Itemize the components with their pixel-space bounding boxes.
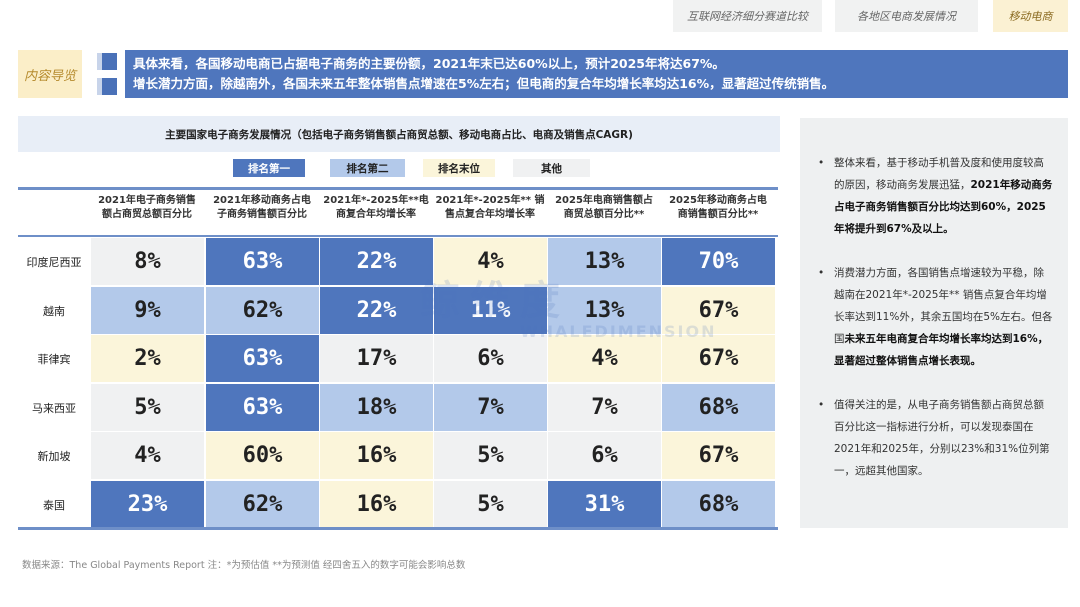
column-header: 2021年*-2025年** 销售点复合年均增长率 [433,194,547,222]
summary-line: 具体来看，各国移动电商已占据电子商务的主要份额，2021年末已达60%以上，预计… [133,56,725,71]
insights-panel: 整体来看，基于移动手机普及度和使用度较高的原因，移动商务发展迅猛，2021年移动… [800,118,1068,528]
table-cell: 6% [548,432,661,479]
legend-last: 排名末位 [423,159,495,177]
table-title: 主要国家电子商务发展情况（包括电子商务销售额占商贸总额、移动电商占比、电商及销售… [18,116,780,152]
table-cell: 23% [91,480,204,528]
table-cell: 7% [548,383,661,431]
table-cell: 68% [662,480,775,528]
table-cell: 4% [548,335,661,382]
column-header-line: 额占商贸总额百分比 [102,209,192,220]
table-cell: 11% [434,286,547,334]
table-top-rule [18,187,778,190]
table-cell: 5% [434,432,547,479]
table-cell: 63% [206,335,319,382]
table-cell: 68% [662,383,775,431]
table-cell: 17% [320,335,433,382]
table-cell: 22% [320,238,433,285]
column-header: 2021年移动商务占电 子商务销售额百分比 [205,194,319,222]
tab-internet-economy[interactable]: 互联网经济细分赛道比较 [673,0,822,32]
table-cell: 13% [548,238,661,285]
column-header-line: 子商务销售额百分比 [217,209,307,220]
table-cell: 62% [206,286,319,334]
insight-item: 消费潜力方面，各国销售点增速较为平稳，除越南在2021年*-2025年** 销售… [818,262,1054,372]
table-cell: 5% [434,480,547,528]
header-rule [18,235,778,237]
insight-item: 整体来看，基于移动手机普及度和使用度较高的原因，移动商务发展迅猛，2021年移动… [818,152,1054,240]
summary-line: 增长潜力方面，除越南外，各国未来五年整体销售点增速在5%左右；但电商的复合年均增… [133,76,835,91]
bullet-square-icon [97,78,117,95]
column-header: 2025年电商销售额占 商贸总额百分比** [547,194,661,222]
table-cell: 8% [91,238,204,285]
table-cell: 7% [434,383,547,431]
column-header-line: 商复合年均增长率 [336,209,416,220]
summary-banner: 具体来看，各国移动电商已占据电子商务的主要份额，2021年末已达60%以上，预计… [125,50,1068,98]
table-cell: 4% [91,432,204,479]
bullet-square-icon [97,53,117,70]
column-header-line: 2021年移动商务占电 [213,195,311,206]
row-label-country: 泰国 [43,498,65,512]
table-cell: 4% [434,238,547,285]
row-label-country: 印度尼西亚 [26,256,82,269]
column-header-line: 2025年电商销售额占 [555,195,653,206]
row-label-country: 马来西亚 [32,401,76,415]
row-label-country: 菲律宾 [37,353,71,366]
table-cell: 62% [206,480,319,528]
column-header: 2025年移动商务占电 商销售额百分比** [661,194,775,222]
row-label-country: 越南 [43,304,65,318]
table-cell: 63% [206,238,319,285]
legend-first: 排名第一 [233,159,305,177]
column-header-line: 2025年移动商务占电 [669,195,767,206]
table-cell: 13% [548,286,661,334]
table-bottom-rule [18,527,778,530]
column-header-line: 商销售额百分比** [677,209,759,220]
table-cell: 60% [206,432,319,479]
source-note: 数据来源：The Global Payments Report 注：*为预估值 … [22,560,466,571]
table-cell: 67% [662,432,775,479]
tab-regional-ecommerce[interactable]: 各地区电商发展情况 [835,0,978,32]
column-header-line: 售点复合年均增长率 [445,209,535,220]
table-cell: 31% [548,480,661,528]
legend-second: 排名第二 [330,159,405,177]
row-label-country: 新加坡 [37,450,71,463]
table-cell: 16% [320,480,433,528]
column-header-line: 2021年*-2025年** 销 [435,195,545,206]
column-header: 2021年电子商务销售 额占商贸总额百分比 [90,194,204,222]
column-header-line: 2021年*-2025年**电 [323,195,429,206]
table-cell: 2% [91,335,204,382]
table-cell: 16% [320,432,433,479]
insight-item: 值得关注的是，从电子商务销售额占商贸总额百分比这一指标进行分析，可以发现泰国在2… [818,394,1054,482]
table-cell: 67% [662,335,775,382]
content-guide-label: 内容导览 [18,50,82,98]
tab-mobile-ecommerce[interactable]: 移动电商 [993,0,1068,32]
table-cell: 22% [320,286,433,334]
column-header-line: 商贸总额百分比** [563,209,645,220]
table-cell: 18% [320,383,433,431]
table-cell: 70% [662,238,775,285]
table-cell: 67% [662,286,775,334]
column-header: 2021年*-2025年**电 商复合年均增长率 [319,194,433,222]
table-cell: 63% [206,383,319,431]
table-cell: 5% [91,383,204,431]
column-header-line: 2021年电子商务销售 [98,195,196,206]
legend-other: 其他 [513,159,590,177]
table-cell: 6% [434,335,547,382]
table-cell: 9% [91,286,204,334]
